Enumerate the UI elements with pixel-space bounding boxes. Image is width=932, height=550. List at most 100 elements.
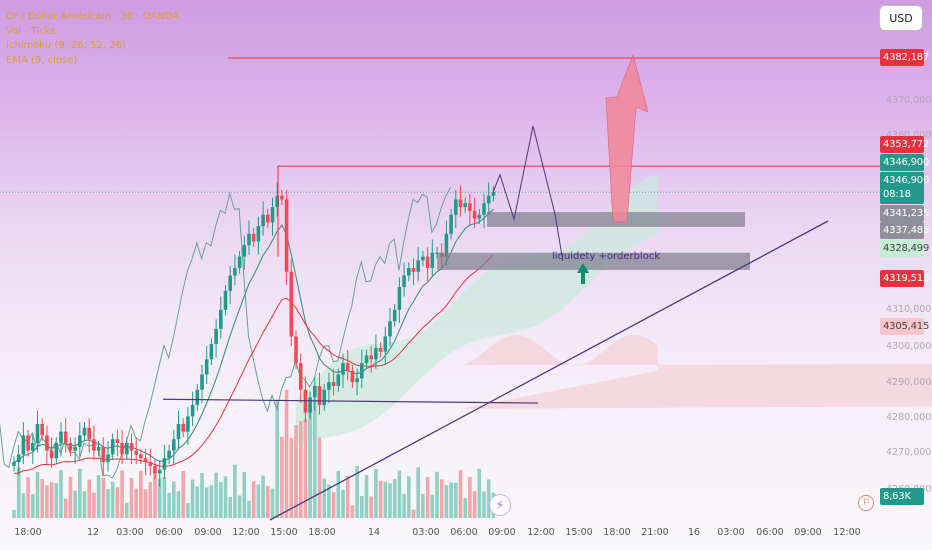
candle <box>195 389 200 405</box>
volume-bar <box>454 482 458 518</box>
tradingview-logo-icon: ⚐ <box>858 495 874 511</box>
volume-bar <box>214 472 218 518</box>
volume-bar <box>327 484 331 518</box>
y-tick: 4310,000 <box>886 304 932 315</box>
volume-bar <box>16 467 21 518</box>
price-label-kijun: 4319,513 <box>880 270 929 287</box>
volume-bar <box>270 488 275 518</box>
volume-bar <box>336 470 341 518</box>
candle <box>364 355 369 364</box>
candle <box>143 458 148 463</box>
candle <box>78 435 82 447</box>
volume-bar <box>378 480 383 518</box>
volume-bar <box>289 438 294 518</box>
candle <box>251 233 256 242</box>
candle <box>341 363 345 375</box>
volume-bar <box>153 473 157 518</box>
volume-bar <box>261 475 265 518</box>
candle <box>101 446 106 463</box>
volume-bar <box>331 492 336 518</box>
candle <box>223 290 228 310</box>
x-tick: 21:00 <box>641 527 669 538</box>
volume-bar <box>392 478 397 518</box>
legend-volume[interactable]: Vol · Ticks <box>6 25 56 37</box>
candle <box>31 443 35 451</box>
flash-icon[interactable]: ⚡ <box>489 494 511 516</box>
candle <box>486 195 491 204</box>
support-line <box>162 398 539 404</box>
currency-button[interactable]: USD <box>879 5 923 31</box>
candle <box>369 355 373 360</box>
candle <box>92 439 96 451</box>
volume-bar <box>275 399 279 518</box>
volume-bar <box>125 502 129 518</box>
volume-bar <box>176 491 181 518</box>
candle <box>261 214 265 227</box>
volume-bar <box>87 479 91 518</box>
volume-bar <box>374 469 378 518</box>
x-tick: 15:00 <box>270 527 298 538</box>
volume-bar <box>256 484 261 518</box>
volume-bar <box>280 436 284 518</box>
volume-bar <box>463 498 467 518</box>
volume-bar <box>195 486 200 518</box>
volume-bar <box>242 472 247 518</box>
ichimoku-cloud <box>296 173 658 445</box>
candle <box>87 427 91 440</box>
legend-ema[interactable]: EMA (9, close) <box>6 54 78 66</box>
volume-bar <box>26 477 30 518</box>
candle <box>162 458 167 470</box>
candle <box>115 439 120 444</box>
price-label-last: 4346,900 08:18 <box>880 172 929 204</box>
volume-bar <box>31 494 35 518</box>
volume-bar <box>134 488 138 518</box>
volume-bar <box>341 489 345 518</box>
candle <box>45 435 49 451</box>
candle <box>73 446 77 451</box>
chart-legend: Or / Dollar Américain · 30 · OANDA Vol ·… <box>6 10 179 68</box>
x-tick: 09:00 <box>488 527 516 538</box>
volume-bar <box>219 482 223 518</box>
candle <box>388 321 392 337</box>
candle <box>82 427 87 436</box>
candle <box>40 424 44 436</box>
x-tick: 14 <box>367 527 381 538</box>
x-tick: 06:00 <box>756 527 784 538</box>
legend-symbol[interactable]: Or / Dollar Américain · 30 · OANDA <box>6 11 180 22</box>
candle <box>233 267 237 276</box>
x-tick: 03:00 <box>116 527 144 538</box>
volume-bar <box>383 481 388 518</box>
x-tick: 06:00 <box>450 527 478 538</box>
volume-bar <box>139 470 143 518</box>
target-arrow-icon <box>605 53 649 223</box>
candle <box>317 385 322 405</box>
legend-ichimoku[interactable]: Ichimoku (9, 26, 52, 26) <box>6 40 126 51</box>
volume-bar <box>313 398 317 518</box>
volume-bar <box>449 482 453 518</box>
candle <box>416 260 420 272</box>
volume-bar <box>82 491 87 518</box>
price-label-high: 4346,900 <box>880 154 929 171</box>
volume-bar <box>68 477 73 518</box>
volume-bar <box>45 485 49 518</box>
candle <box>392 309 397 322</box>
candle <box>411 267 416 272</box>
volume-bar <box>416 467 420 518</box>
volume-bar <box>397 470 402 518</box>
price-label-span: 4305,415 <box>880 318 929 335</box>
volume-bar <box>355 466 359 518</box>
candle <box>96 446 101 451</box>
candle <box>68 443 73 451</box>
candle <box>242 245 247 257</box>
volume-bar <box>110 481 115 518</box>
price-label-ob-top: 4341,235 <box>880 205 929 222</box>
x-tick: 03:00 <box>717 527 745 538</box>
volume-bar <box>40 479 44 518</box>
volume-bar <box>247 500 251 518</box>
volume-bar <box>233 464 237 518</box>
candle <box>139 454 143 459</box>
candle <box>327 382 331 390</box>
bar-countdown: 08:18 <box>883 189 911 200</box>
candle <box>266 214 270 223</box>
